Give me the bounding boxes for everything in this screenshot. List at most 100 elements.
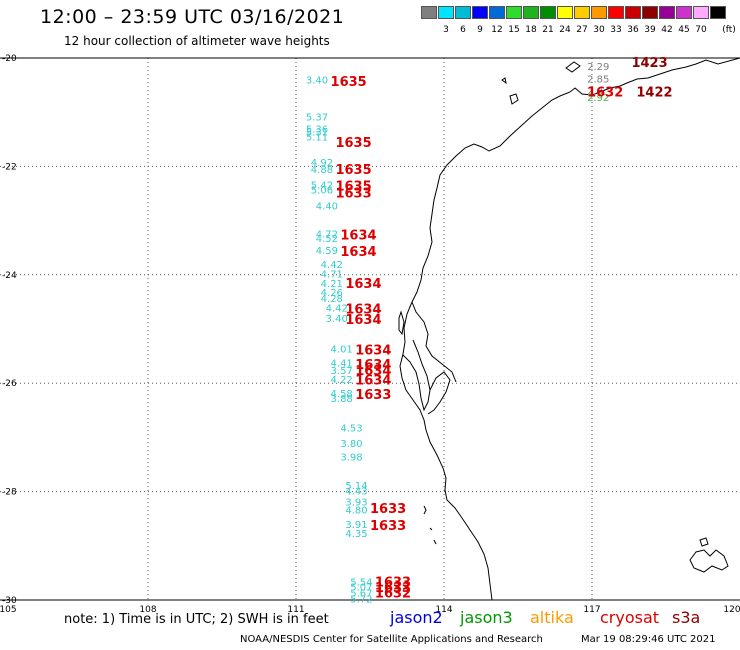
legend-label: 24: [559, 25, 571, 35]
pass-time-label: 1633: [375, 581, 411, 596]
legend-swatch: [506, 6, 522, 19]
credit-text: NOAA/NESDIS Center for Satellite Applica…: [240, 634, 543, 645]
pass-time-label: 1634: [355, 358, 391, 373]
legend-swatch: [710, 6, 726, 19]
pass-time-label: 1635: [331, 75, 367, 90]
wave-height-value: 3.93: [345, 497, 367, 508]
shark-bay-peninsula: [402, 301, 457, 415]
wave-height-value: 5.36: [306, 124, 328, 135]
lon-tick-label: 117: [583, 605, 600, 615]
wave-height-value: 4.43: [345, 487, 367, 498]
pass-time-label: 1634: [345, 313, 381, 328]
wave-height-value: 5.54: [350, 578, 372, 589]
pass-time-labels: 1635163516351635163316341634163416341634…: [331, 56, 673, 602]
map-title: 12:00 – 23:59 UTC 03/16/2021: [40, 6, 345, 28]
wave-height-value: 4.42: [321, 260, 343, 271]
wave-height-value: 5.06: [311, 186, 333, 197]
legend-swatch: [676, 6, 692, 19]
wave-height-value: 4.59: [316, 246, 338, 257]
lon-tick-label: 108: [139, 605, 156, 615]
axis-labels: 105 108 111 114 117 120 -20 -22 -24 -26 -28 -30: [0, 54, 740, 615]
legend-label: 6: [460, 25, 466, 35]
lon-tick-label: 111: [287, 605, 304, 615]
legend-swatch: [472, 6, 488, 19]
legend-swatch: [438, 6, 454, 19]
pass-time-label: 1632: [587, 86, 623, 101]
satellite-s3a-label: s3a: [672, 608, 701, 627]
pass-time-label: 1633: [375, 576, 411, 591]
legend-label: 33: [610, 25, 622, 35]
legend-label: 42: [661, 25, 673, 35]
wave-height-value: 2.85: [587, 75, 609, 86]
wave-height-value: 4.01: [331, 345, 353, 356]
pass-time-label: 1634: [340, 229, 376, 244]
dirk-hartog-island: [398, 310, 405, 336]
pass-time-label: 1422: [636, 86, 672, 101]
legend-label: 12: [491, 25, 503, 35]
pass-time-label: 1633: [370, 519, 406, 534]
wave-height-value: 3.80: [340, 439, 362, 450]
lat-lon-grid: [0, 57, 740, 601]
wave-height-value: 5.42: [311, 180, 333, 191]
wave-height-value: 4.53: [340, 424, 362, 435]
wave-height-value: 3.40: [306, 76, 328, 87]
lon-tick-label: 120: [723, 605, 740, 615]
pass-time-label: 1632: [375, 586, 411, 601]
legend-swatch: [455, 6, 471, 19]
wave-height-value: 4.72: [316, 230, 338, 241]
legend-label: 9: [477, 25, 483, 35]
wave-height-value: 4.22: [331, 375, 353, 386]
wave-height-value: 4.58: [331, 389, 353, 400]
wave-height-value: 4.71: [321, 270, 343, 281]
southern-islands: [689, 549, 729, 573]
legend-swatch: [421, 6, 437, 19]
wave-height-value: 3.57: [331, 366, 353, 377]
wave-height-value: 4.88: [311, 165, 333, 176]
wave-height-value: 4.40: [316, 201, 338, 212]
wave-height-value: 5.37: [306, 113, 328, 124]
legend-swatch: [659, 6, 675, 19]
satellite-jason2-label: jason2: [390, 608, 443, 627]
legend-swatch: [591, 6, 607, 19]
legend-swatch: [625, 6, 641, 19]
pass-time-label: 1633: [370, 502, 406, 517]
pass-time-label: 1633: [355, 388, 391, 403]
pass-time-label: 1635: [335, 179, 371, 194]
pass-time-label: 1634: [345, 277, 381, 292]
satellite-jason3-label: jason3: [460, 608, 513, 627]
legend-swatch: [523, 6, 539, 19]
legend-swatch: [540, 6, 556, 19]
satellite-cryosat-label: cryosat: [600, 608, 660, 627]
wave-height-value: 4.52: [316, 234, 338, 245]
legend-label: 30: [593, 25, 605, 35]
legend-label: 45: [678, 25, 690, 35]
wave-height-value: 2.92: [587, 93, 609, 104]
wave-height-value: 5.14: [345, 481, 367, 492]
montebello-island: [501, 77, 507, 85]
islet: [699, 537, 709, 547]
lon-tick-label: 114: [435, 605, 452, 615]
wave-height-value: 4.80: [345, 505, 367, 516]
lat-tick-label: -26: [2, 379, 17, 389]
pass-time-label: 1634: [355, 373, 391, 388]
wave-height-value: 3.98: [340, 452, 362, 463]
pass-time-label: 1634: [345, 302, 381, 317]
pass-time-label: 1635: [335, 163, 371, 178]
legend-label: 3: [443, 25, 449, 35]
pass-time-label: 1423: [631, 56, 667, 71]
map-subtitle: 12 hour collection of altimeter wave hei…: [64, 34, 330, 48]
wave-height-value: 4.92: [311, 158, 333, 169]
lat-tick-label: -30: [2, 596, 17, 606]
barrow-island: [509, 93, 519, 105]
legend-swatch: [608, 6, 624, 19]
coastline: [398, 57, 740, 601]
legend-label: 15: [508, 25, 520, 35]
wave-height-value: 2.29: [587, 62, 609, 73]
wave-height-value: 4.42: [326, 303, 348, 314]
legend-swatch: [557, 6, 573, 19]
legend-swatch: [489, 6, 505, 19]
wave-height-value: 5.72: [350, 594, 372, 605]
wave-height-value: 2.8: [587, 87, 603, 98]
legend-label: 27: [576, 25, 588, 35]
